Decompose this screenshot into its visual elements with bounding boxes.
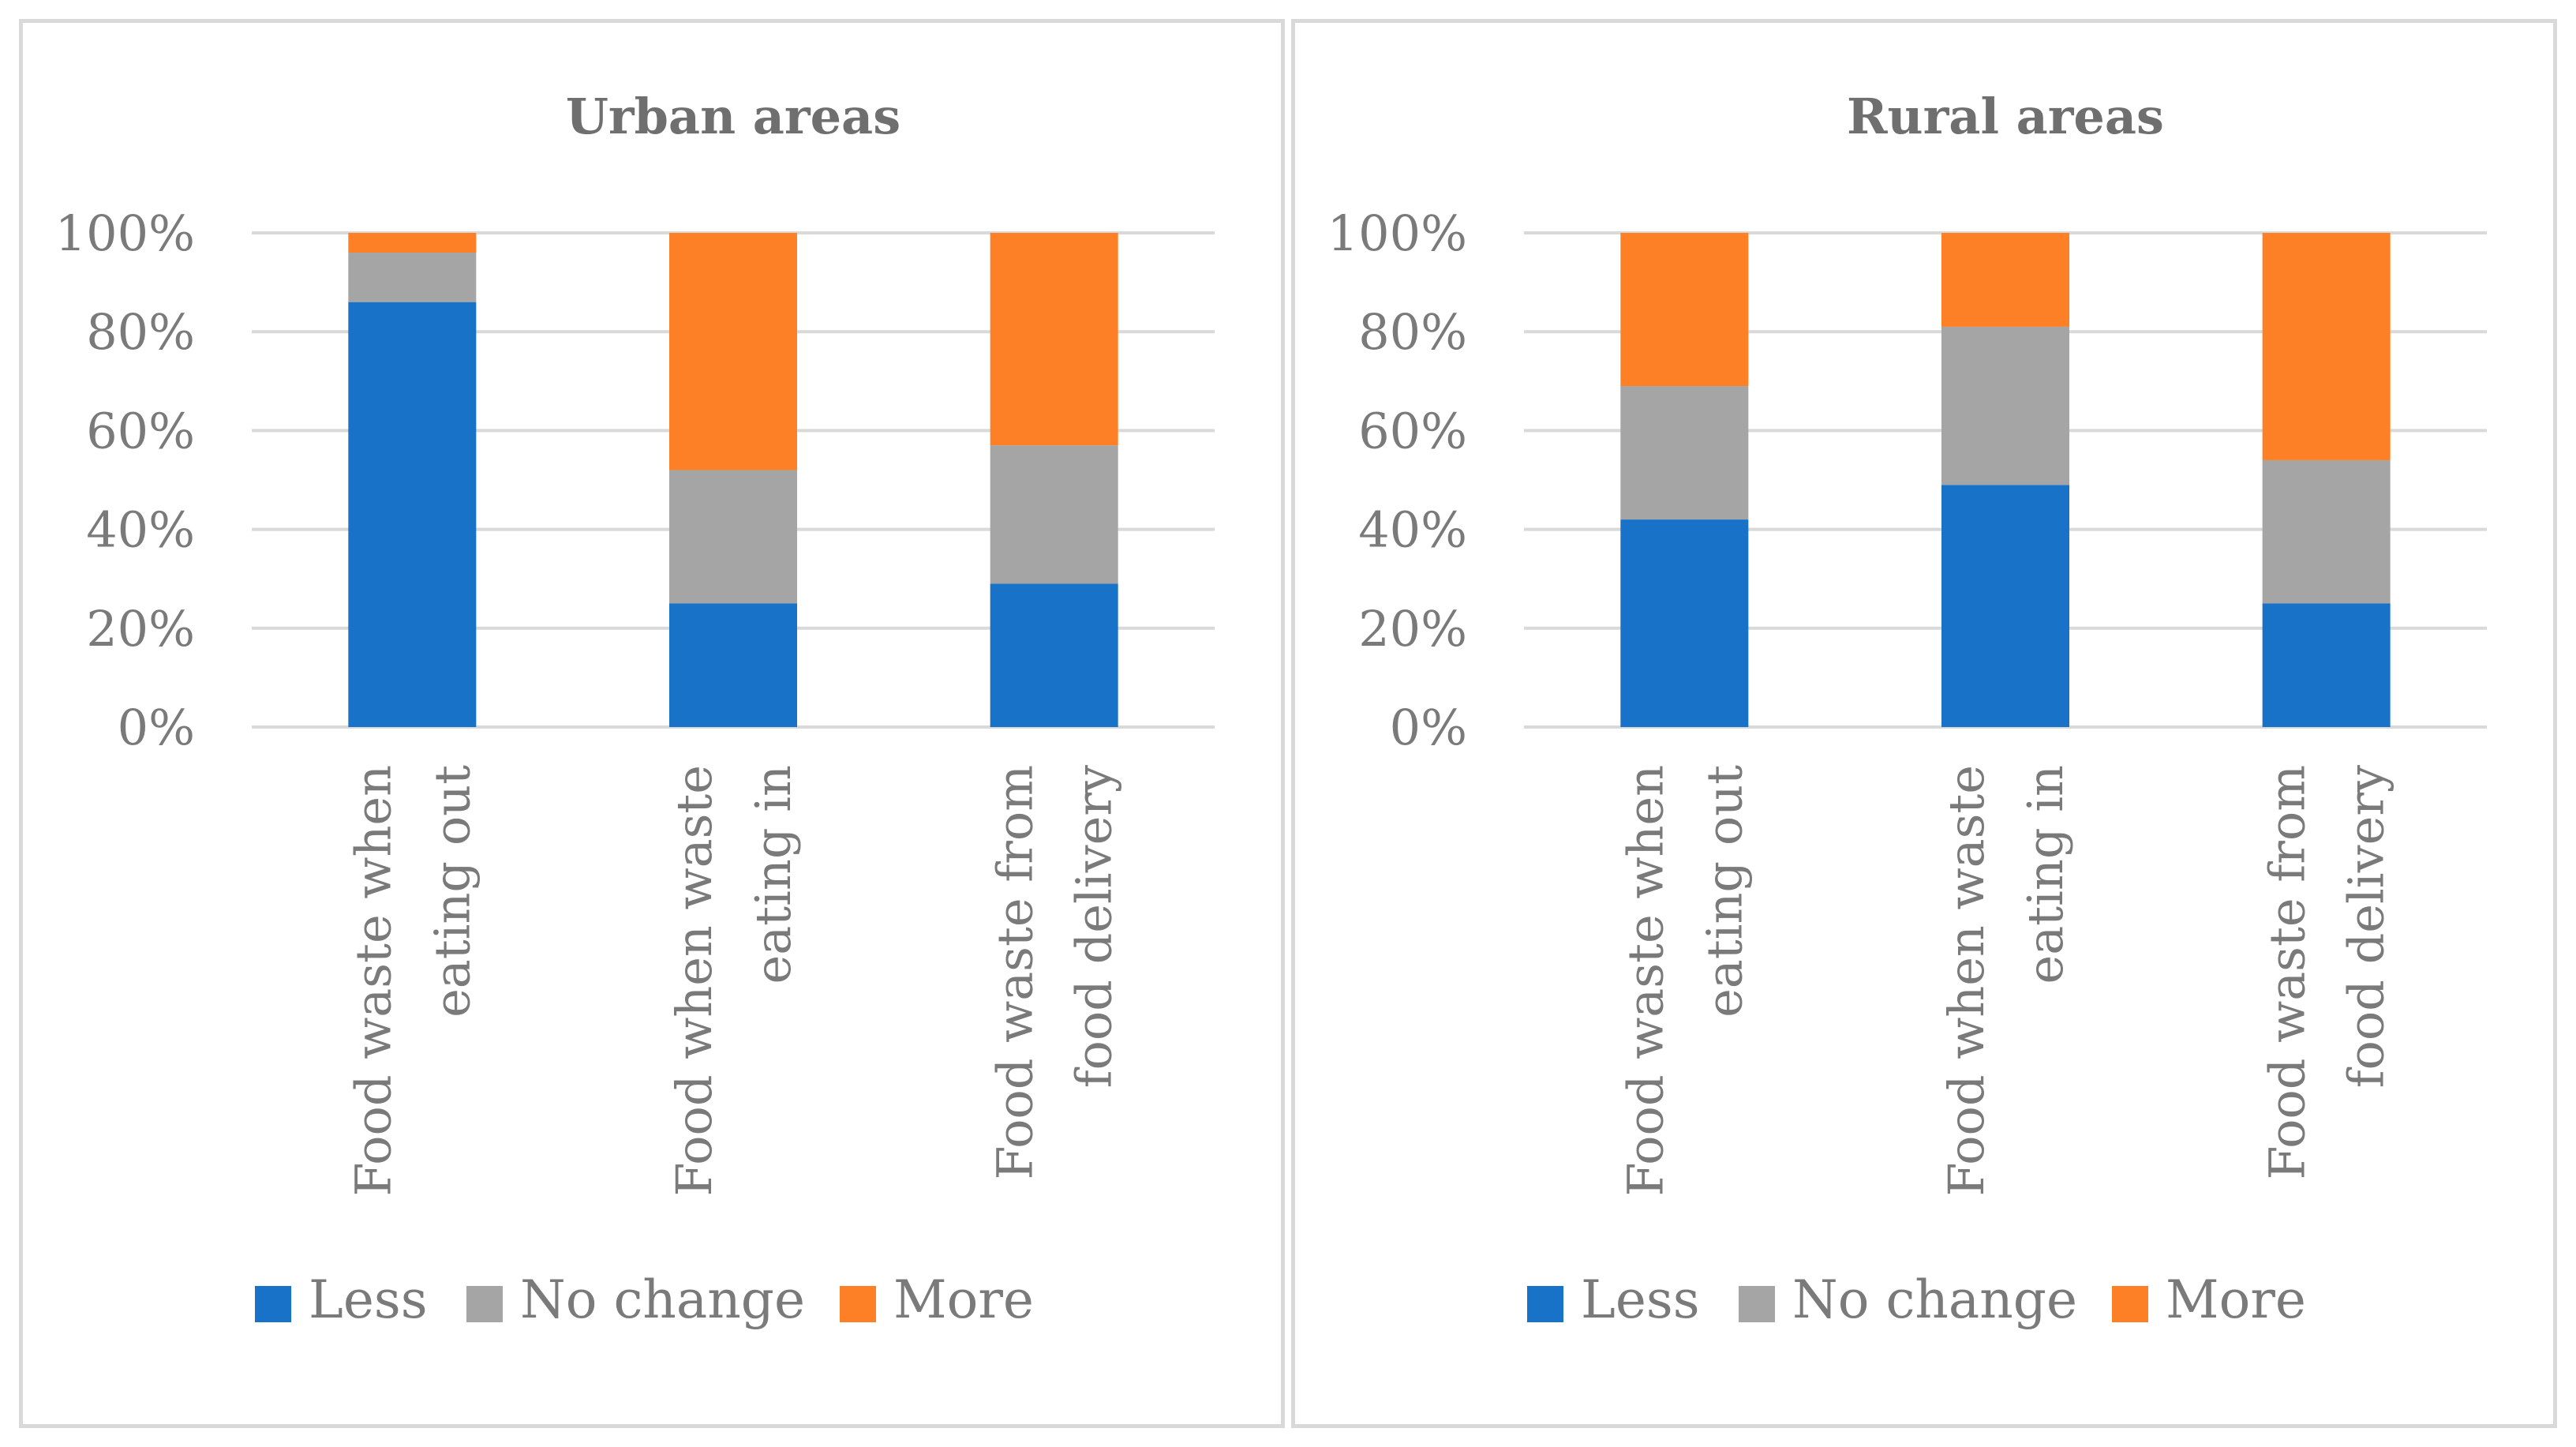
rural-bar-no-change-cat1: [1620, 386, 1749, 520]
rural-chart-panel: Rural areas 0% 20% 40% 60% 80% 100% Food waste …: [1291, 19, 2557, 1428]
rural-legend-label-more: More: [2166, 1269, 2306, 1330]
rural-y-tick-20: 20%: [1358, 600, 1467, 658]
rural-x-label-cat3-line2: food delivery: [2338, 765, 2395, 1088]
rural-bar-no-change-cat2: [1941, 326, 2069, 485]
rural-legend-label-no-change: No change: [1792, 1269, 2077, 1330]
urban-bar-no-change-cat3: [990, 445, 1118, 584]
urban-legend-swatch-less: [255, 1286, 291, 1322]
rural-y-tick-60: 60%: [1358, 402, 1467, 459]
urban-bar-less-cat3: [990, 583, 1118, 727]
rural-bar-more-cat1: [1620, 233, 1749, 387]
urban-bar-more-cat2: [669, 233, 797, 470]
rural-x-label-cat2-line2: eating in: [2016, 765, 2074, 984]
urban-legend-label-no-change: No change: [520, 1269, 805, 1330]
rural-y-tick-0: 0%: [1390, 699, 1467, 756]
urban-x-label-cat1-line2: eating out: [423, 765, 481, 1018]
urban-bar-less-cat2: [669, 603, 797, 727]
urban-x-label-cat2-line1: Food when waste: [665, 765, 723, 1196]
rural-bar-more-cat3: [2262, 233, 2391, 460]
rural-x-label-cat1-line1: Food waste when: [1616, 765, 1674, 1196]
rural-legend-swatch-no-change: [1739, 1286, 1775, 1322]
rural-bar-less-cat1: [1620, 519, 1749, 727]
urban-x-label-cat2-line2: eating in: [744, 765, 802, 984]
rural-chart-title: Rural areas: [1847, 88, 2164, 145]
urban-x-label-cat1-line1: Food waste when: [344, 765, 402, 1196]
urban-y-tick-40: 40%: [86, 501, 195, 559]
rural-y-tick-40: 40%: [1358, 501, 1467, 559]
rural-legend-swatch-more: [2112, 1286, 2148, 1322]
urban-bar-more-cat3: [990, 233, 1118, 446]
urban-legend-label-less: Less: [309, 1269, 428, 1330]
urban-y-tick-20: 20%: [86, 600, 195, 658]
rural-x-label-cat1-line2: eating out: [1695, 765, 1753, 1018]
urban-y-tick-60: 60%: [86, 402, 195, 459]
rural-y-tick-80: 80%: [1358, 303, 1467, 361]
urban-x-label-cat3-line1: Food waste from: [987, 765, 1044, 1180]
rural-y-tick-100: 100%: [1327, 204, 1467, 262]
urban-x-label-cat3-line2: food delivery: [1065, 765, 1123, 1088]
urban-y-tick-100: 100%: [55, 204, 195, 262]
rural-chart-svg: Rural areas 0% 20% 40% 60% 80% 100% Food waste …: [1327, 88, 2487, 1330]
rural-x-label-cat3-line1: Food waste from: [2259, 765, 2316, 1180]
rural-bar-less-cat3: [2262, 603, 2391, 727]
urban-chart-panel: Urban areas 0% 20% 40% 60% 80% 100% Food waste …: [19, 19, 1285, 1428]
rural-x-label-cat2-line1: Food when waste: [1938, 765, 1995, 1196]
urban-bar-less-cat1: [348, 302, 477, 727]
urban-y-tick-80: 80%: [86, 303, 195, 361]
urban-legend-swatch-no-change: [466, 1286, 503, 1322]
urban-chart-title: Urban areas: [566, 88, 900, 145]
urban-legend-label-more: More: [893, 1269, 1034, 1330]
rural-bar-no-change-cat3: [2262, 459, 2391, 604]
urban-y-tick-0: 0%: [118, 699, 195, 756]
urban-chart-svg: Urban areas 0% 20% 40% 60% 80% 100% Food waste …: [55, 88, 1215, 1330]
urban-legend-swatch-more: [840, 1286, 876, 1322]
rural-legend-label-less: Less: [1581, 1269, 1700, 1330]
urban-bar-more-cat1: [348, 233, 477, 253]
rural-bar-more-cat2: [1941, 233, 2069, 327]
urban-bar-no-change-cat2: [669, 470, 797, 604]
rural-bar-less-cat2: [1941, 485, 2069, 727]
rural-legend-swatch-less: [1527, 1286, 1563, 1322]
urban-bar-no-change-cat1: [348, 253, 477, 302]
